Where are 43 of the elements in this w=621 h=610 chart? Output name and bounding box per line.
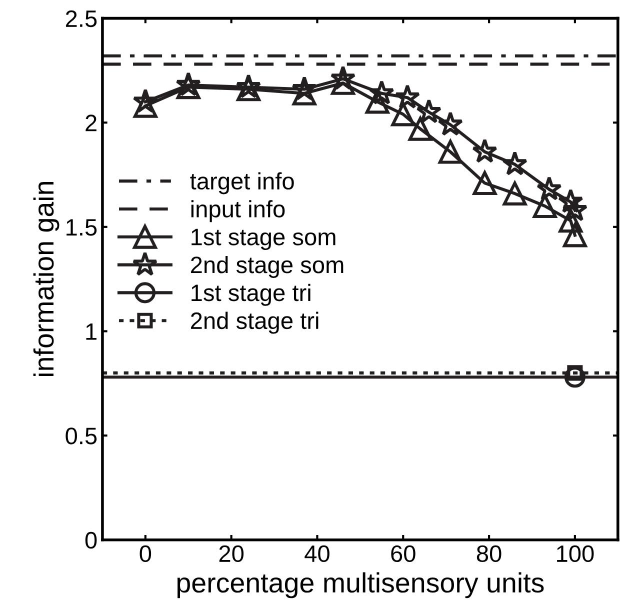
point — [558, 188, 584, 213]
point — [292, 76, 318, 100]
point — [416, 98, 442, 124]
point — [408, 116, 432, 141]
point — [368, 80, 394, 104]
legend-label: 2nd stage tri — [191, 312, 318, 334]
point — [502, 151, 528, 176]
point — [502, 182, 527, 206]
point — [292, 81, 316, 106]
legend-label: 1st stage tri — [192, 284, 310, 306]
y-tick-label: 1.5 — [66, 219, 97, 236]
x-axis-title: percentage multisensory units — [177, 572, 544, 598]
y-tick-label: 0.5 — [66, 428, 97, 444]
y-axis-title: information gain — [33, 182, 60, 376]
point — [562, 223, 587, 248]
y-tick-label: 2 — [86, 114, 96, 132]
point — [438, 140, 462, 164]
y-tick-label: 0 — [85, 532, 97, 549]
point — [472, 171, 497, 196]
point — [391, 102, 416, 126]
point — [472, 138, 498, 163]
x-tick-label: 100 — [557, 545, 594, 562]
legend-label: 1st stage som — [192, 228, 336, 250]
point — [438, 111, 464, 136]
point — [558, 208, 583, 233]
x-tick-label: 40 — [304, 545, 330, 562]
legend-label: input info — [191, 200, 285, 222]
y-tick-label: 1 — [86, 324, 96, 340]
x-tick-label: 80 — [476, 545, 502, 562]
point — [330, 65, 356, 90]
x-tick-label: 60 — [391, 545, 416, 562]
x-tick-label: 0 — [140, 545, 152, 562]
legend-label: target info — [190, 172, 294, 194]
point — [132, 88, 158, 113]
point — [133, 94, 158, 118]
point — [564, 366, 586, 388]
x-tick-label: 20 — [219, 545, 244, 562]
point — [536, 176, 562, 200]
legend-label: 2nd stage som — [191, 256, 344, 278]
point — [394, 84, 420, 109]
point — [331, 71, 355, 95]
y-tick-label: 2.5 — [66, 10, 97, 28]
point — [532, 194, 557, 218]
